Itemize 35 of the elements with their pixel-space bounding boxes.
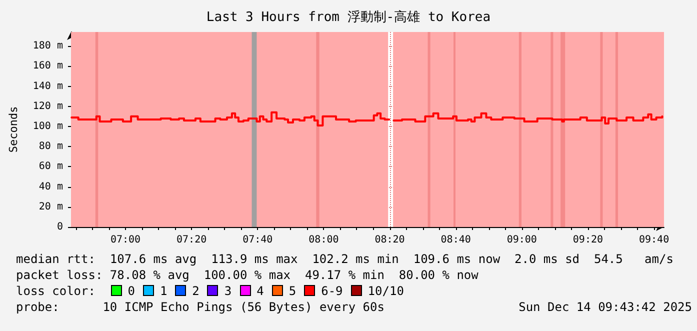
text: 6-9 <box>321 284 343 298</box>
text: loss color: <box>16 284 96 298</box>
x-tick-label: 09:00 <box>506 234 537 246</box>
text: 4 <box>256 284 264 298</box>
text: 3 <box>224 284 232 298</box>
y-tick-label: 60 m <box>38 161 63 172</box>
y-tick-label: 160 m <box>32 60 63 72</box>
text: 5 <box>288 284 296 298</box>
text: median rtt: 107.6 ms avg 113.9 ms max 102.2 ms min 109.6 ms now 2.0 ms sd 54.5 am/s <box>16 252 674 266</box>
y-axis-title: Seconds <box>7 106 20 153</box>
x-tick-label: 09:20 <box>572 234 604 246</box>
text: Sun Dec 14 09:43:42 2025 <box>518 299 692 315</box>
x-tick-label: 08:40 <box>440 234 471 246</box>
x-tick-label: 07:20 <box>176 234 207 246</box>
y-tick-label: 40 m <box>38 181 63 192</box>
x-tick-label: 08:20 <box>374 234 405 246</box>
y-tick-label: 120 m <box>32 100 63 112</box>
text: packet loss: 78.08 % avg 100.00 % max 49.17 % min 80.00 % now <box>16 268 478 282</box>
text: 1 <box>160 284 168 298</box>
chart-title: Last 3 Hours from 浮動制-高雄 to Korea <box>206 9 491 25</box>
y-tick-label: 20 m <box>38 201 63 212</box>
text: 2 <box>192 284 200 298</box>
y-tick-label: 80 m <box>38 141 63 152</box>
y-tick-label: 100 m <box>32 120 63 132</box>
x-tick-label: 08:00 <box>308 234 339 246</box>
y-tick-label: 140 m <box>32 80 63 92</box>
text: 10 ICMP Echo Pings (56 Bytes) every 60s <box>102 300 384 314</box>
text: 10/10 <box>368 284 404 298</box>
x-tick-label: 07:00 <box>110 234 141 246</box>
y-tick-label: 180 m <box>32 40 63 52</box>
x-tick-label: 07:40 <box>242 234 273 246</box>
text: probe: <box>16 300 60 314</box>
x-tick-label: 09:40 <box>638 234 670 246</box>
text: 0 <box>128 284 135 298</box>
y-tick-label: 0 <box>56 222 63 232</box>
